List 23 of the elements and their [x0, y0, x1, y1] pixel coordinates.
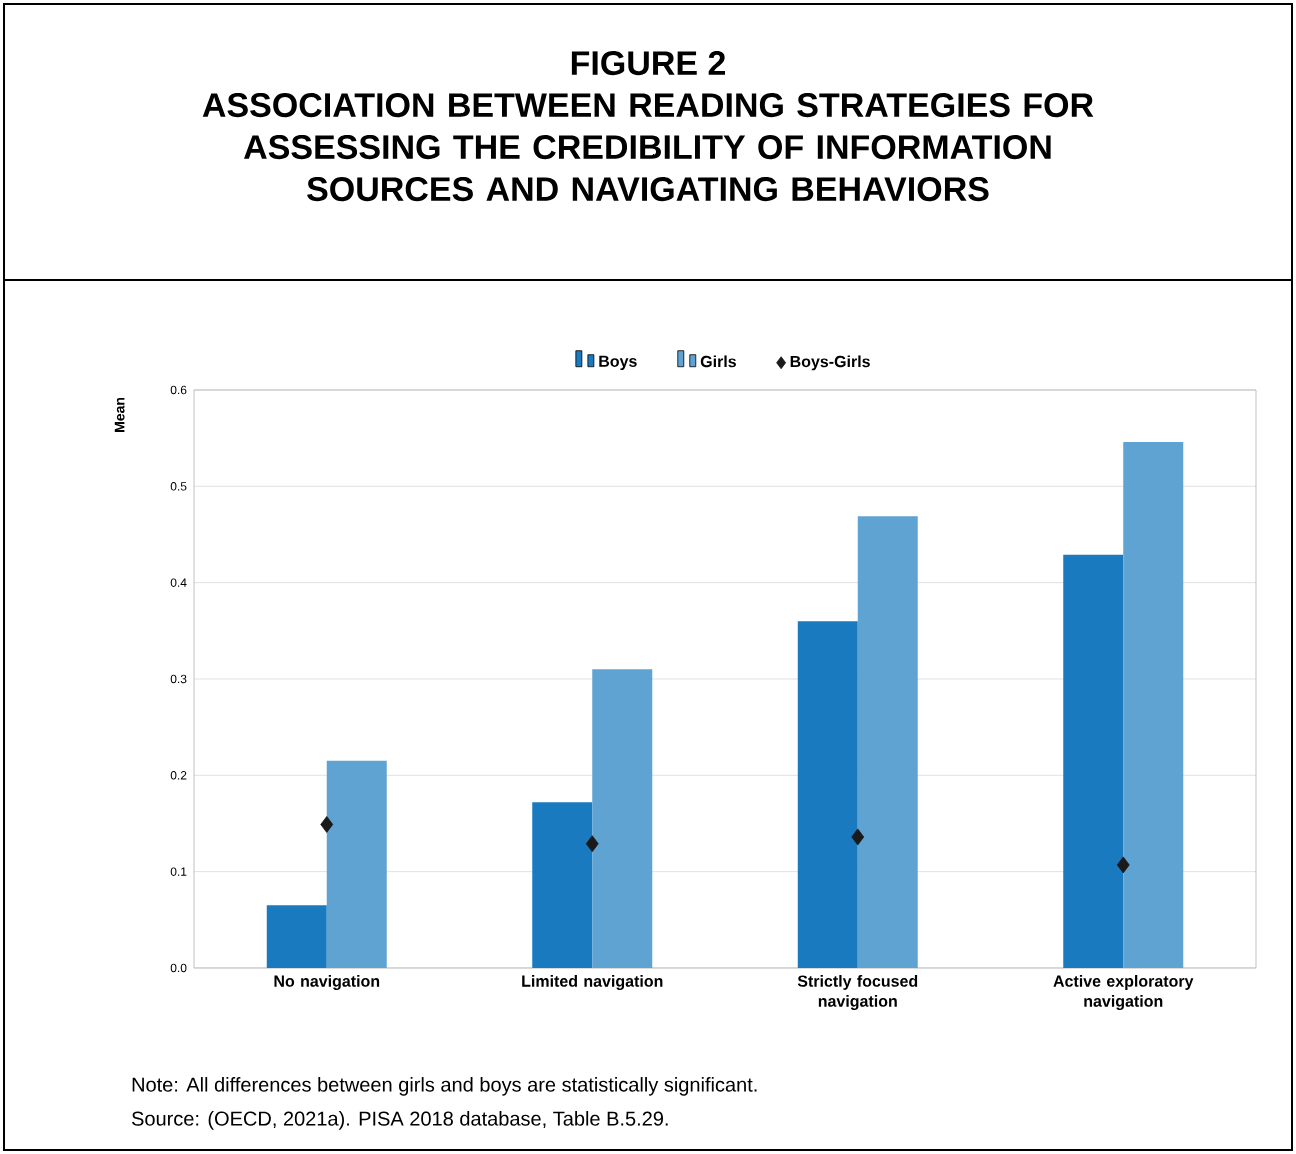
- x-tick-label: Active exploratory navigation: [1053, 975, 1194, 1011]
- point: [1116, 856, 1130, 874]
- text: Note: All differences between girls and boys are statistically significant.: [132, 1077, 757, 1096]
- legend-label: Boys: [599, 355, 637, 371]
- bar: [1123, 442, 1184, 968]
- bar: [266, 905, 327, 968]
- x-tick-label: No navigation: [274, 975, 380, 991]
- chart-title: FIGURE 2: [571, 51, 726, 76]
- point: [320, 816, 334, 833]
- bar: [532, 802, 593, 968]
- bar: [326, 760, 387, 968]
- point: [851, 828, 865, 846]
- bar: [857, 516, 918, 968]
- bar: [797, 621, 858, 968]
- x-tick-label: Limited navigation: [522, 975, 663, 991]
- legend-label: Boys-Girls: [790, 355, 870, 371]
- legend-label: Girls: [700, 355, 736, 368]
- source-note: Source: (OECD, 2021a). PISA 2018 database, Table B.5.29.: [131, 1111, 668, 1130]
- bar: [592, 669, 653, 968]
- chart-subtitle: ASSOCIATION BETWEEN READING STRATEGIES FOR ASSESSING THE CREDIBILITY OF INFORMATION SOURCES AND NAVIGATING BEHAVIORS: [202, 93, 1094, 202]
- point: [585, 835, 599, 853]
- x-tick-label: Strictly focused navigation: [797, 975, 918, 1011]
- bar: [1063, 554, 1124, 968]
